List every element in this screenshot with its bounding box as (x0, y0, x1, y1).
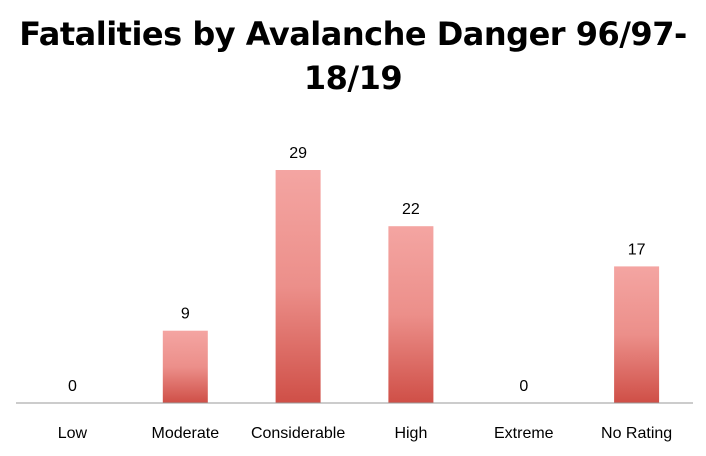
tick-label-extreme: Extreme (494, 425, 554, 442)
bar-high (388, 226, 434, 403)
bars-layer (162, 170, 660, 403)
tick-label-moderate: Moderate (152, 425, 220, 442)
data-label-high: 22 (402, 201, 420, 218)
data-label-extreme: 0 (519, 378, 528, 395)
bar-no-rating (614, 266, 660, 403)
tick-label-low: Low (58, 425, 88, 442)
x-axis-tick-labels: Low Moderate Considerable High Extreme No Rat… (58, 425, 672, 442)
data-label-considerable: 29 (289, 145, 307, 162)
tick-label-no-rating: No Rating (601, 425, 672, 442)
bar-moderate (162, 330, 208, 403)
tick-label-high: High (394, 425, 427, 442)
data-labels-layer: 0 9 29 22 0 17 (68, 145, 646, 395)
data-label-moderate: 9 (181, 306, 190, 323)
chart-title-line-1: Fatalities by Avalanche Danger 96/97- (19, 15, 687, 53)
chart-title: Fatalities by Avalanche Danger 96/97- 18… (0, 12, 706, 100)
data-label-no-rating: 17 (628, 241, 646, 258)
data-label-low: 0 (68, 378, 77, 395)
chart-title-line-2: 18/19 (303, 59, 403, 97)
tick-label-considerable: Considerable (251, 425, 345, 442)
bar-considerable (275, 170, 321, 403)
